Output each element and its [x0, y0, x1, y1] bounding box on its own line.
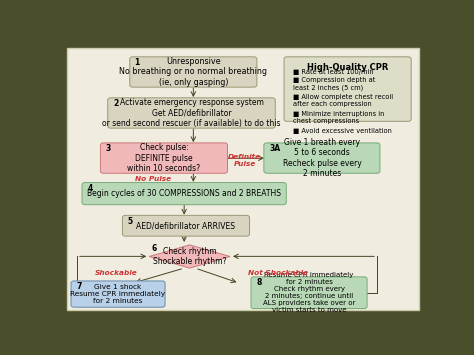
Text: Give 1 shock
Resume CPR immediately
for 2 minutes: Give 1 shock Resume CPR immediately for … — [71, 284, 165, 304]
Text: 1: 1 — [135, 58, 140, 67]
Text: No Pulse: No Pulse — [135, 176, 171, 182]
FancyBboxPatch shape — [100, 143, 228, 173]
Text: 6: 6 — [152, 244, 157, 253]
FancyBboxPatch shape — [251, 277, 367, 308]
Text: 8: 8 — [256, 278, 262, 287]
Text: AED/defibrillator ARRIVES: AED/defibrillator ARRIVES — [137, 221, 236, 230]
Text: High-Quality CPR: High-Quality CPR — [307, 63, 388, 72]
FancyBboxPatch shape — [284, 57, 411, 121]
Text: 3: 3 — [106, 144, 111, 153]
Text: 2: 2 — [113, 99, 118, 108]
FancyBboxPatch shape — [82, 182, 286, 205]
FancyBboxPatch shape — [130, 57, 257, 87]
Polygon shape — [149, 245, 230, 268]
Text: 3A: 3A — [269, 144, 281, 153]
Text: ■ Minimize interruptions in
chest compressions: ■ Minimize interruptions in chest compre… — [292, 111, 384, 124]
Text: Unresponsive
No breathing or no normal breathing
(ie, only gasping): Unresponsive No breathing or no normal b… — [119, 57, 267, 87]
FancyBboxPatch shape — [66, 48, 419, 311]
Text: ■ Rate at least 100/min: ■ Rate at least 100/min — [292, 69, 373, 75]
Text: ■ Allow complete chest recoil
after each compression: ■ Allow complete chest recoil after each… — [292, 94, 392, 107]
FancyBboxPatch shape — [108, 98, 275, 128]
Text: Begin cycles of 30 COMPRESSIONS and 2 BREATHS: Begin cycles of 30 COMPRESSIONS and 2 BR… — [87, 189, 281, 198]
Text: Give 1 breath every
5 to 6 seconds
Recheck pulse every
2 minutes: Give 1 breath every 5 to 6 seconds Reche… — [283, 138, 361, 178]
Text: 4: 4 — [88, 184, 93, 193]
Text: ■ Avoid excessive ventilation: ■ Avoid excessive ventilation — [292, 128, 392, 134]
Text: Not Shockable: Not Shockable — [248, 270, 308, 276]
Text: Check pulse:
DEFINITE pulse
within 10 seconds?: Check pulse: DEFINITE pulse within 10 se… — [128, 143, 201, 173]
Text: Definite
Pulse: Definite Pulse — [228, 154, 261, 167]
FancyBboxPatch shape — [122, 215, 249, 236]
Text: Shockable: Shockable — [95, 270, 137, 276]
Text: 5: 5 — [128, 217, 133, 226]
Text: ■ Compression depth at
least 2 inches (5 cm): ■ Compression depth at least 2 inches (5… — [292, 77, 375, 91]
Text: 7: 7 — [76, 282, 82, 291]
FancyBboxPatch shape — [264, 143, 380, 173]
Text: Activate emergency response system
Get AED/defibrillator
or send second rescuer : Activate emergency response system Get A… — [102, 98, 281, 128]
Text: Check rhythm
Shockable rhythm?: Check rhythm Shockable rhythm? — [153, 247, 227, 266]
Text: Resume CPR immediately
for 2 minutes
Check rhythm every
2 minutes; continue unti: Resume CPR immediately for 2 minutes Che… — [263, 272, 355, 313]
FancyBboxPatch shape — [71, 281, 165, 307]
